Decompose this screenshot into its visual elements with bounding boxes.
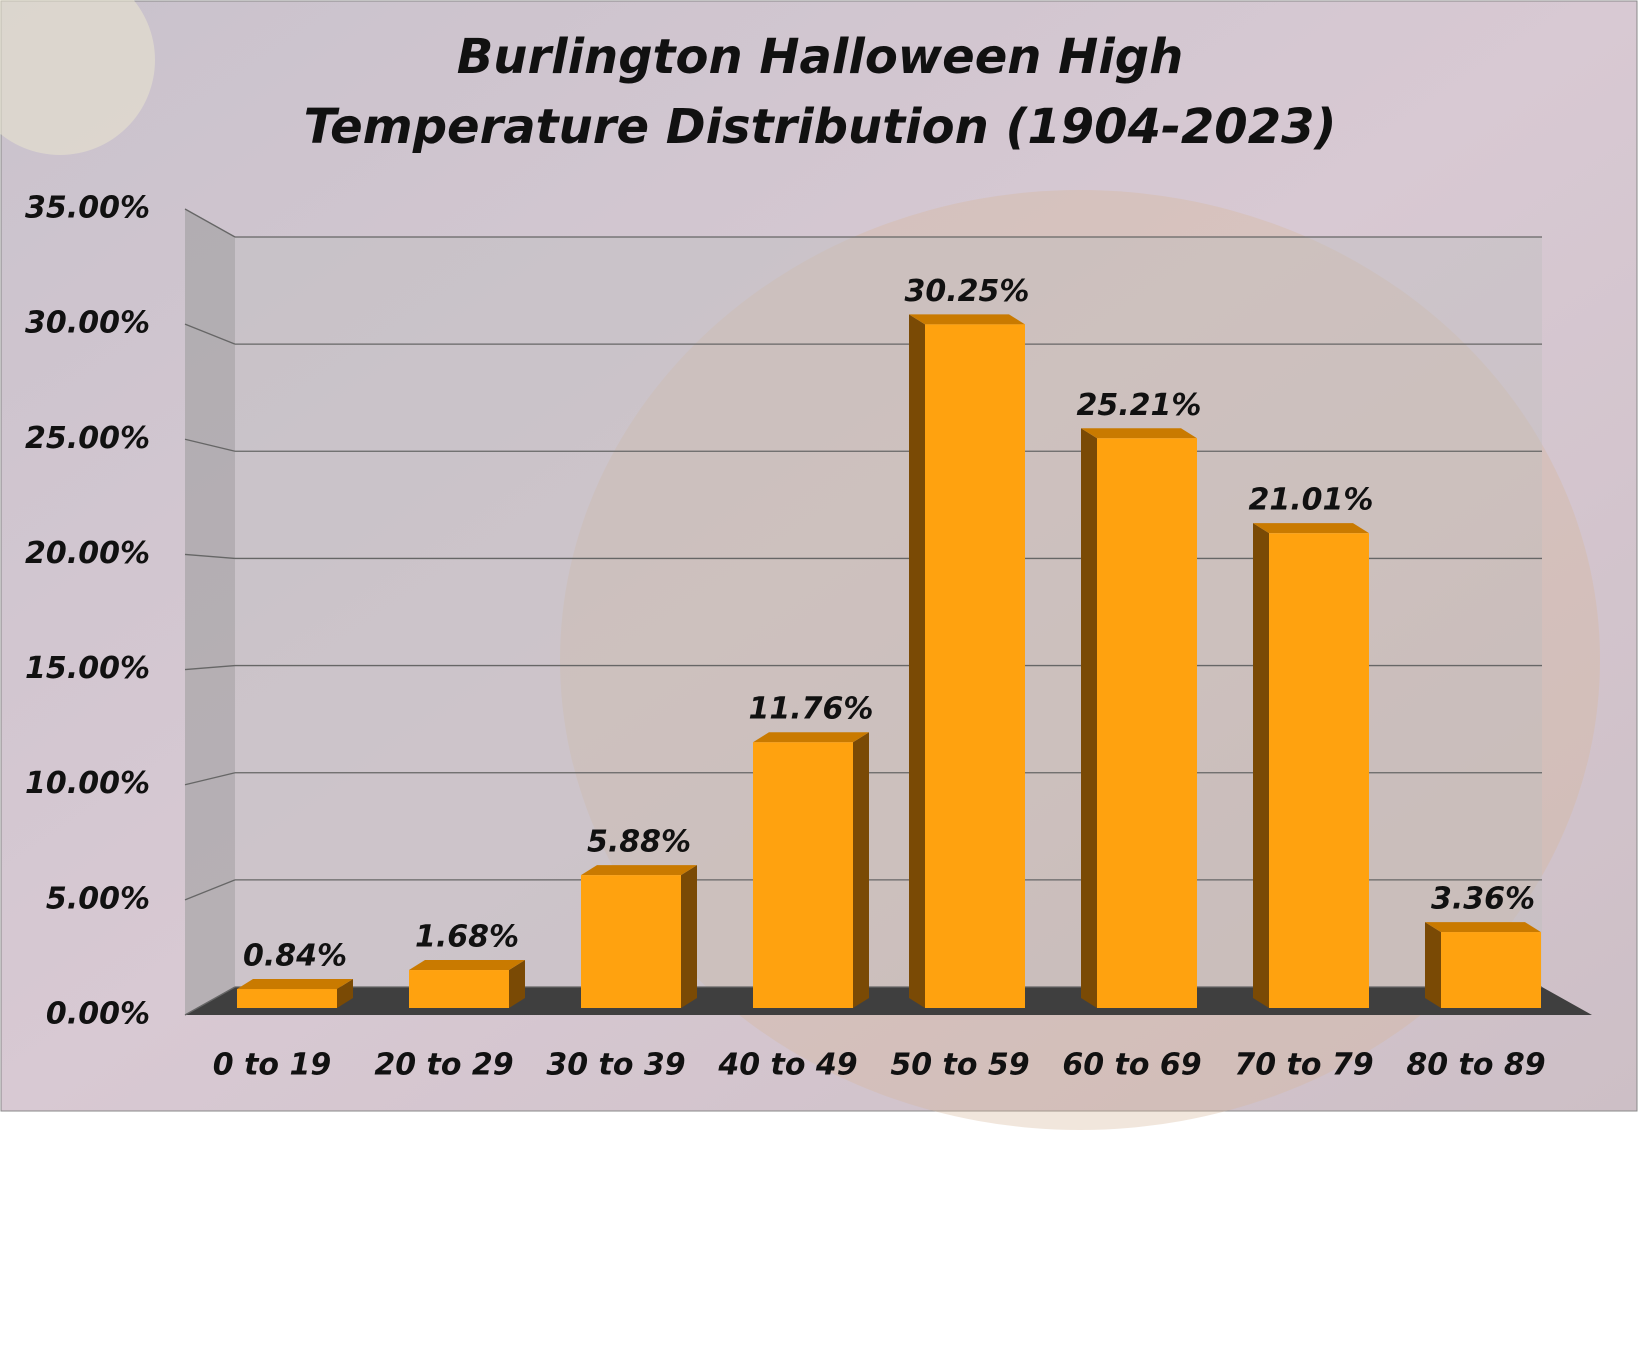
y-tick-label: 35.00%	[25, 191, 150, 226]
value-label: 30.25%	[905, 274, 1030, 309]
bar-side	[509, 960, 525, 1008]
grid-line	[184, 438, 236, 452]
grid-line	[184, 323, 236, 345]
bar	[1097, 438, 1197, 1008]
value-label: 21.01%	[1249, 483, 1374, 518]
bar-top	[237, 979, 353, 990]
bar	[581, 875, 681, 1008]
y-tick-label: 20.00%	[25, 536, 150, 571]
chart-title: Burlington Halloween High Temperature Di…	[303, 29, 1337, 155]
bar-side	[681, 865, 697, 1008]
x-tick-label: 30 to 39	[546, 1048, 685, 1083]
floor	[185, 987, 1592, 1015]
x-tick-label: 60 to 69	[1062, 1048, 1201, 1083]
bar	[925, 324, 1025, 1009]
value-label: 11.76%	[749, 692, 874, 727]
grid-line	[184, 208, 236, 238]
bar	[753, 742, 853, 1008]
value-label: 1.68%	[415, 920, 519, 955]
bar-top	[581, 865, 697, 876]
bar	[409, 970, 509, 1008]
x-tick-label: 80 to 89	[1406, 1048, 1545, 1083]
y-tick-label: 10.00%	[25, 766, 150, 801]
bar-top	[1425, 922, 1541, 933]
bar	[237, 989, 337, 1008]
grid-line	[184, 772, 236, 786]
bar-side	[1253, 523, 1269, 1008]
y-tick-label: 25.00%	[25, 421, 150, 456]
bar-top	[1253, 523, 1369, 534]
bar-side	[1081, 428, 1097, 1008]
bar-side	[337, 979, 353, 1008]
x-tick-label: 20 to 29	[374, 1048, 513, 1083]
x-tick-label: 40 to 49	[717, 1048, 857, 1083]
value-label: 0.84%	[243, 939, 347, 974]
moon-decoration	[0, 0, 155, 155]
x-tick-label: 70 to 79	[1234, 1048, 1373, 1083]
y-tick-label: 30.00%	[25, 306, 150, 341]
side-wall	[185, 209, 235, 1015]
back-wall	[235, 237, 1542, 987]
bar-top	[1081, 428, 1197, 439]
y-tick-label: 5.00%	[46, 881, 150, 916]
grid-line	[184, 986, 236, 1016]
bar	[1441, 932, 1541, 1008]
value-label: 5.88%	[587, 825, 691, 860]
value-label: 25.21%	[1077, 388, 1202, 423]
bar-top	[753, 732, 869, 743]
bar-top	[409, 960, 525, 971]
bar-side	[909, 314, 925, 1009]
y-tick-label: 0.00%	[46, 997, 150, 1032]
grid-line	[184, 553, 236, 560]
grid-line	[184, 664, 236, 671]
x-tick-label: 0 to 19	[213, 1048, 331, 1083]
x-tick-label: 50 to 59	[890, 1048, 1029, 1083]
bar-side	[1425, 922, 1441, 1008]
value-label: 3.36%	[1431, 882, 1535, 917]
bar-top	[909, 314, 1025, 325]
grid-line	[184, 879, 236, 901]
y-tick-label: 15.00%	[25, 651, 150, 686]
bar	[1269, 533, 1369, 1008]
bar-side	[853, 732, 869, 1008]
